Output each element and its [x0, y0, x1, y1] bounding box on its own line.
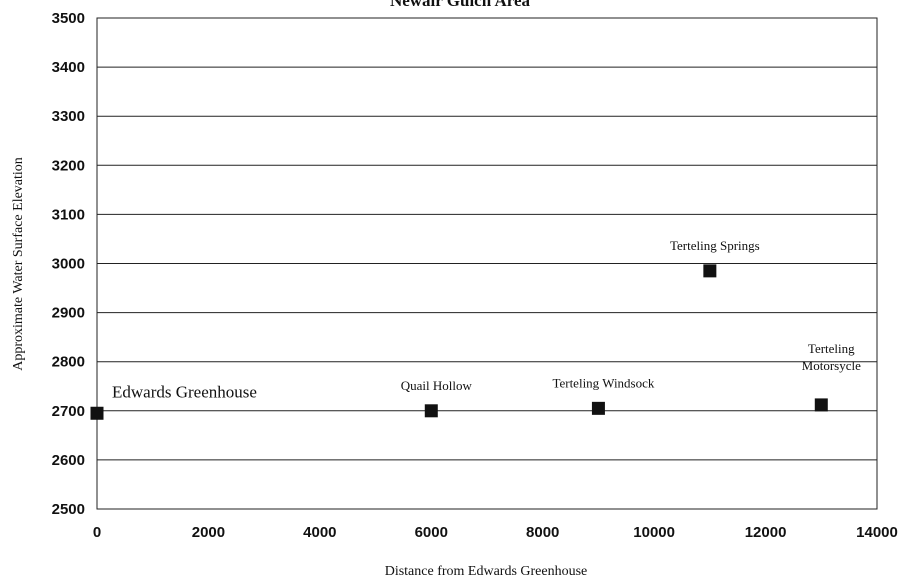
chart-title: Newair Gulch Area: [390, 0, 531, 10]
y-tick-label: 3500: [52, 10, 85, 27]
point-label: Terteling Springs: [670, 238, 760, 253]
y-axis-label: Approximate Water Surface Elevation: [11, 157, 26, 371]
y-tick-label: 3300: [52, 108, 85, 125]
y-tick-label: 2600: [52, 452, 85, 469]
x-tick-label: 10000: [633, 524, 675, 541]
x-tick-label: 12000: [745, 524, 787, 541]
data-point-marker: [814, 398, 828, 412]
y-tick-label: 3100: [52, 206, 85, 223]
y-tick-label: 2500: [52, 501, 85, 518]
x-tick-label: 8000: [526, 524, 559, 541]
data-point-marker: [90, 406, 104, 420]
y-tick-label: 3400: [52, 59, 85, 76]
y-tick-label: 2900: [52, 305, 85, 322]
y-tick-label: 2800: [52, 354, 85, 371]
x-tick-label: 4000: [303, 524, 336, 541]
x-tick-label: 2000: [192, 524, 225, 541]
gridlines: [97, 17, 877, 510]
x-tick-label: 6000: [415, 524, 448, 541]
x-tick-label: 0: [93, 524, 101, 541]
x-tick-labels: 0 2000 4000 6000 8000 10000 12000 14000: [93, 524, 898, 541]
point-label: Terteling Motorsycle: [802, 341, 861, 373]
y-tick-label: 3200: [52, 157, 85, 174]
y-tick-label: 3000: [52, 256, 85, 273]
y-tick-labels: 2500 2600 2700 2800 2900 3000 3100 3200 3300 3400…: [52, 10, 85, 518]
data-point-marker: [591, 401, 605, 415]
data-point-marker: [703, 264, 717, 278]
data-point-marker: [424, 404, 438, 418]
data-points: [90, 264, 828, 420]
plot-frame: [96, 17, 878, 510]
point-labels: Edwards Greenhouse Quail Hollow Terteling …: [112, 238, 861, 401]
x-tick-label: 14000: [856, 524, 898, 541]
point-label: Edwards Greenhouse: [112, 382, 257, 401]
point-label: Terteling Windsock: [552, 375, 654, 390]
x-axis-label: Distance from Edwards Greenhouse: [385, 564, 588, 579]
point-label: Quail Hollow: [401, 378, 473, 393]
y-tick-label: 2700: [52, 403, 85, 420]
